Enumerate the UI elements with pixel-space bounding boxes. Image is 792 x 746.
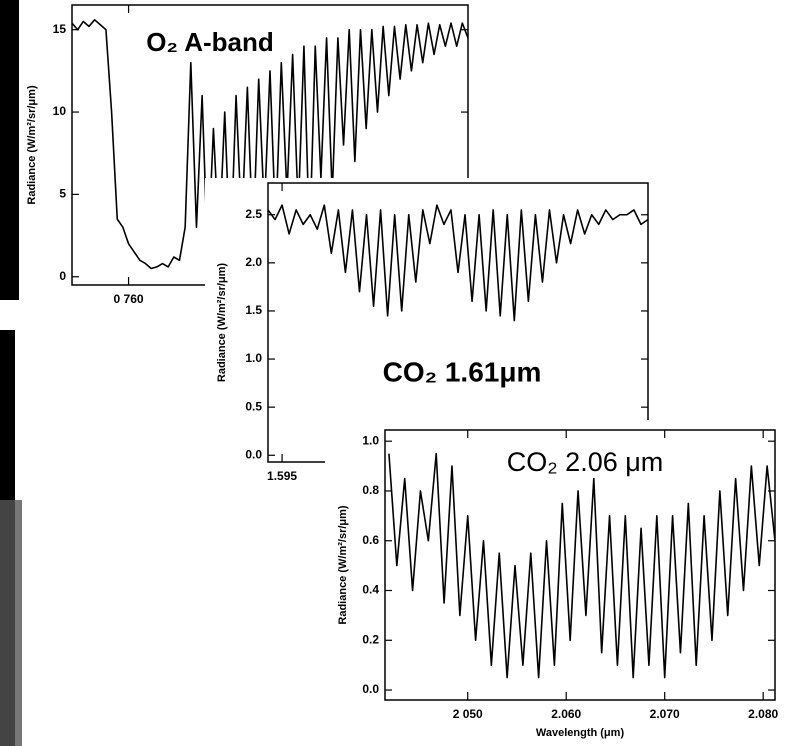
scan-texture bbox=[0, 500, 22, 746]
spectrum-line bbox=[388, 452, 775, 679]
y-tick-label: 0.4 bbox=[362, 583, 379, 597]
y-tick-label: 5 bbox=[59, 187, 66, 201]
y-tick-label: 0.0 bbox=[362, 682, 379, 696]
y-tick-label: 2.5 bbox=[245, 207, 262, 221]
y-tick-label: 0.6 bbox=[362, 533, 379, 547]
y-tick-label: 0 bbox=[59, 269, 66, 283]
x-tick-label: 2 050 bbox=[453, 707, 483, 721]
x-tick-label: 0 760 bbox=[114, 292, 144, 306]
y-tick-label: 0.8 bbox=[362, 483, 379, 497]
y-tick-label: 1.0 bbox=[362, 433, 379, 447]
scan-edge bbox=[0, 0, 19, 300]
y-tick-label: 0.0 bbox=[245, 447, 262, 461]
chart-title: CO₂ 2.06 μm bbox=[507, 447, 664, 477]
y-axis-label: Radiance (W/m²/sr/μm) bbox=[337, 505, 349, 625]
y-tick-label: 15 bbox=[53, 22, 67, 36]
x-tick-label: 2.060 bbox=[551, 707, 581, 721]
y-tick-label: 1.5 bbox=[245, 303, 262, 317]
y-tick-label: 0.2 bbox=[362, 632, 379, 646]
spectrum-line bbox=[268, 204, 648, 322]
x-tick-label: 2.080 bbox=[748, 707, 778, 721]
y-tick-label: 1.0 bbox=[245, 351, 262, 365]
chart-title: O₂ A-band bbox=[146, 27, 274, 57]
chart-title: CO₂ 1.61μm bbox=[383, 356, 542, 387]
x-tick-label: 1.595 bbox=[267, 469, 297, 483]
spectrum-line bbox=[72, 19, 468, 270]
y-tick-label: 0.5 bbox=[245, 399, 262, 413]
y-tick-label: 2.0 bbox=[245, 255, 262, 269]
plot-frame bbox=[384, 429, 776, 701]
y-tick-label: 10 bbox=[53, 104, 67, 118]
y-axis-label: Radiance (W/m²/sr/μm) bbox=[26, 85, 38, 205]
x-axis-label: Wavelength (μm) bbox=[536, 727, 625, 739]
y-axis-label: Radiance (W/m²/sr/μm) bbox=[216, 263, 228, 383]
x-tick-label: 2.070 bbox=[650, 707, 680, 721]
